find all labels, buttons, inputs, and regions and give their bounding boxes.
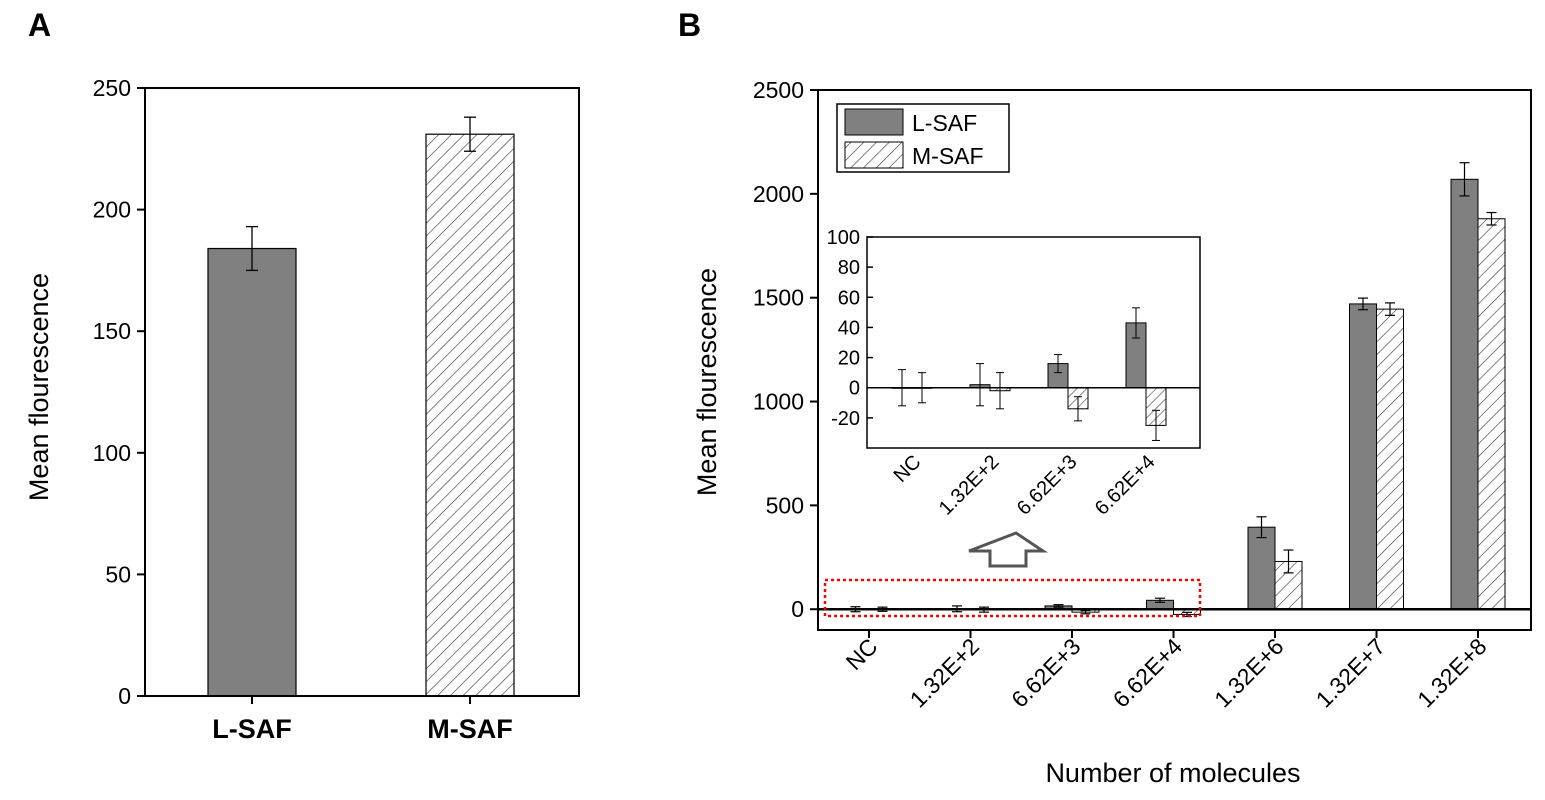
legend-swatch-m-saf bbox=[844, 141, 904, 169]
y-tick-label-b: 1500 bbox=[753, 285, 804, 311]
bar-b-m-saf-5 bbox=[1376, 308, 1404, 610]
inset-x-category-label: NC bbox=[890, 451, 926, 487]
inset-error-bar-m-saf-2 bbox=[1074, 396, 1082, 422]
error-bar-b-m-saf-4 bbox=[1283, 549, 1294, 574]
x-category-label-b: 1.32E+7 bbox=[1311, 633, 1390, 712]
error-bar-b-m-saf-5 bbox=[1385, 302, 1395, 316]
inset-x-category-label: 6.62E+3 bbox=[1013, 451, 1082, 520]
inset-frame bbox=[866, 236, 1201, 449]
y-tick-label-a: 200 bbox=[93, 197, 131, 223]
x-category-label-b: 1.32E+6 bbox=[1209, 633, 1288, 712]
inset-y-tick-label: -20 bbox=[831, 408, 860, 430]
inset-y-tick-label: 80 bbox=[838, 257, 860, 279]
y-tick-label-b: 0 bbox=[791, 596, 804, 622]
inset-error-bar-m-saf-3 bbox=[1152, 409, 1160, 441]
error-bar-b-m-saf-6 bbox=[1486, 211, 1497, 226]
inset-x-category-label: 6.62E+4 bbox=[1091, 451, 1160, 520]
x-axis-title-b: Number of molecules bbox=[1045, 758, 1300, 788]
y-tick-label-a: 50 bbox=[105, 561, 131, 587]
error-bar-b-l-saf-3 bbox=[1155, 597, 1165, 603]
panel-label-b: B bbox=[678, 7, 701, 43]
inset-y-tick-label: 100 bbox=[827, 227, 860, 249]
legend-b: L-SAF M-SAF bbox=[836, 103, 1010, 173]
inset-y-tick-label: 40 bbox=[838, 317, 860, 339]
error-bar-a-l-saf bbox=[246, 225, 258, 272]
y-tick-label-b: 1000 bbox=[753, 389, 804, 415]
legend-swatch-l-saf bbox=[844, 108, 904, 136]
error-bar-b-l-saf-2 bbox=[1053, 604, 1064, 608]
bar-a-m-saf bbox=[425, 133, 515, 697]
x-category-label-b: 6.62E+3 bbox=[1006, 633, 1085, 712]
up-arrow-icon bbox=[968, 531, 1048, 568]
x-category-label-b: 1.32E+8 bbox=[1412, 633, 1491, 712]
y-tick-label-b: 2000 bbox=[753, 181, 804, 207]
inset-error-bar-l-saf-2 bbox=[1054, 354, 1062, 374]
error-bar-b-l-saf-4 bbox=[1256, 516, 1267, 539]
y-tick-label-a: 150 bbox=[93, 318, 131, 344]
chart-a: A Mean flourescence 0 50 100 150 200 250 L-SA… bbox=[24, 7, 580, 744]
inset-y-tick-label: 0 bbox=[849, 378, 860, 400]
error-bar-b-l-saf-5 bbox=[1358, 297, 1368, 311]
y-tick-label-b: 2500 bbox=[753, 77, 804, 103]
bar-b-l-saf-5 bbox=[1349, 303, 1377, 610]
x-category-label-b: 1.32E+2 bbox=[905, 633, 984, 712]
y-tick-label-a: 0 bbox=[118, 683, 131, 709]
x-category-label-b: 6.62E+4 bbox=[1108, 633, 1188, 713]
inset-error-bar-l-saf-1 bbox=[976, 363, 984, 407]
chart-b: B Mean flourescence Number of molecules … bbox=[678, 7, 1532, 788]
inset-x-category-label: 1.32E+2 bbox=[935, 451, 1004, 520]
legend-label-l-saf: L-SAF bbox=[912, 110, 977, 136]
bar-b-l-saf-6 bbox=[1450, 178, 1479, 610]
error-bar-b-l-saf-6 bbox=[1459, 162, 1470, 197]
inset-y-tick-label: 20 bbox=[838, 348, 860, 370]
plot-frame-a bbox=[144, 87, 580, 697]
y-tick-label-b: 500 bbox=[766, 492, 804, 518]
bar-a-l-saf bbox=[207, 247, 297, 697]
panel-label-a: A bbox=[28, 7, 51, 43]
x-category-label-b: NC bbox=[841, 633, 883, 675]
x-category-label-a: M-SAF bbox=[427, 714, 512, 744]
bar-b-m-saf-6 bbox=[1477, 218, 1506, 610]
x-category-label-a: L-SAF bbox=[212, 714, 291, 744]
inset-error-bar-l-saf-3 bbox=[1132, 307, 1140, 339]
y-axis-title-b: Mean flourescence bbox=[692, 268, 722, 496]
y-axis-title-a: Mean flourescence bbox=[24, 273, 54, 501]
error-bar-a-m-saf bbox=[464, 116, 476, 152]
legend-label-m-saf: M-SAF bbox=[912, 143, 984, 169]
highlight-box bbox=[823, 578, 1202, 618]
y-tick-label-a: 250 bbox=[93, 75, 131, 101]
y-tick-label-a: 100 bbox=[93, 440, 131, 466]
inset-error-bar-m-saf-1 bbox=[996, 372, 1004, 410]
inset-y-tick-label: 60 bbox=[838, 287, 860, 309]
bar-b-l-saf-4 bbox=[1247, 526, 1276, 610]
inset-chart: -20 0 20 40 60 80 100 NC 1.32E+2 6.62E+3 6.62E+4 bbox=[827, 227, 1201, 520]
